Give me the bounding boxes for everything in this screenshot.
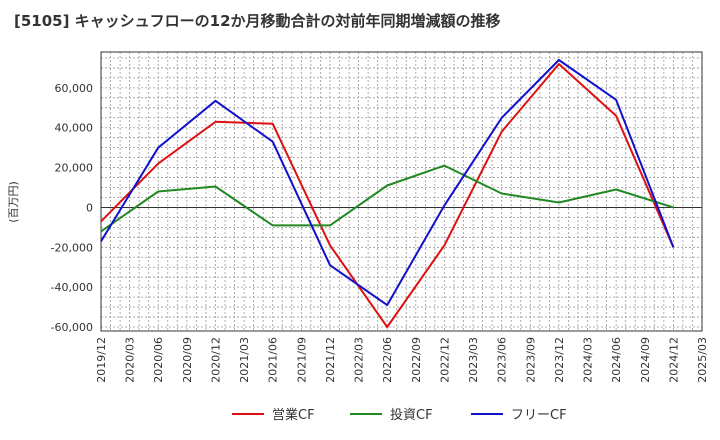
y-axis-label: (百万円) [7,181,20,223]
y-tick-label: -40,000 [51,281,93,294]
x-tick-label: 2022/12 [438,337,451,383]
grid-layer [100,52,703,331]
series-line-2 [100,164,674,233]
y-tick-label: 40,000 [55,122,94,135]
x-tick-label: 2020/03 [124,337,137,383]
x-tick-label: 2025/03 [696,337,709,383]
y-tick-label: 60,000 [55,82,94,95]
x-tick-label: 2021/03 [238,337,251,383]
x-tick-label: 2021/06 [267,337,280,383]
x-tick-label: 2023/03 [467,337,480,383]
x-tick-label: 2021/12 [324,337,337,383]
series-line-3 [100,59,675,307]
plot-frame [100,51,703,332]
legend-label-2: 投資CF [390,407,433,423]
y-tick-label: 0 [86,201,93,214]
axis-layer: -60,000 -40,000 -20,000 0 20,000 40,000 60,000… [51,51,709,383]
y-tick-label: 20,000 [55,162,94,175]
x-tick-label: 2020/12 [209,337,222,383]
series-layer [100,59,675,328]
x-tick-label: 2019/12 [95,337,108,383]
x-tick-label: 2024/06 [610,337,623,383]
legend: 営業CF 投資CF フリーCF [232,407,567,423]
series-line-1 [100,63,675,328]
x-tick-label: 2024/12 [667,337,680,383]
legend-label-1: 営業CF [272,407,315,423]
x-tick-label: 2023/09 [524,337,537,383]
x-tick-label: 2022/09 [410,337,423,383]
y-tick-label: -20,000 [51,241,93,254]
x-tick-label: 2021/09 [295,337,308,383]
x-tick-label: 2022/06 [381,337,394,383]
x-tick-label: 2023/06 [496,337,509,383]
legend-label-3: フリーCF [511,408,567,423]
x-tick-label: 2024/09 [639,337,652,383]
x-tick-label: 2024/03 [582,337,595,383]
x-tick-label: 2023/12 [553,337,566,383]
x-tick-label: 2020/09 [181,337,194,383]
chart-title: [5105] キャッシュフローの12か月移動合計の対前年同期増減額の推移 [14,12,501,30]
x-tick-label: 2022/03 [353,337,366,383]
y-tick-label: -60,000 [51,321,93,334]
x-tick-label: 2020/06 [152,337,165,383]
